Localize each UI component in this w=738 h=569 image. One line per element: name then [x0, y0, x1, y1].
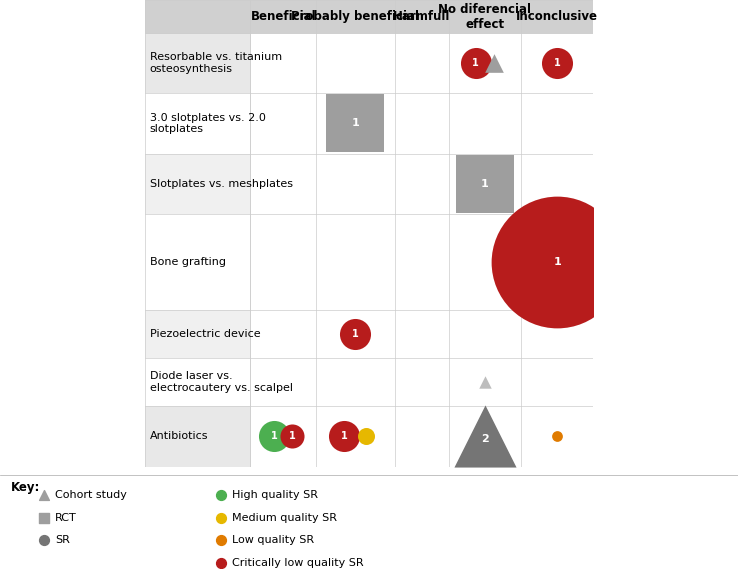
Bar [250, 93, 593, 154]
Point [479, 378, 491, 387]
Text: Probably beneficial: Probably beneficial [292, 10, 419, 23]
Point [551, 432, 563, 441]
Bar [145, 406, 250, 467]
Text: 1: 1 [472, 58, 479, 68]
Text: Inconclusive: Inconclusive [516, 10, 598, 23]
Text: 1: 1 [481, 179, 489, 188]
Bar [250, 154, 593, 214]
Text: 1: 1 [271, 431, 277, 442]
Text: Low quality SR: Low quality SR [232, 535, 314, 545]
Text: 1: 1 [351, 118, 359, 129]
Point [38, 536, 50, 545]
Bar [145, 33, 250, 93]
Point [38, 513, 50, 522]
Text: 1: 1 [554, 58, 561, 68]
Point [551, 59, 563, 68]
Text: Cohort study: Cohort study [55, 490, 127, 500]
Text: Key:: Key: [11, 481, 41, 493]
Bar [250, 406, 593, 467]
Point [350, 119, 362, 128]
Point [215, 558, 227, 567]
Bar [145, 358, 250, 406]
Text: 1: 1 [341, 431, 348, 442]
Text: Harmfull: Harmfull [393, 10, 450, 23]
Text: 3.0 slotplates vs. 2.0
slotplates: 3.0 slotplates vs. 2.0 slotplates [150, 113, 266, 134]
Text: Critically low quality SR: Critically low quality SR [232, 558, 364, 568]
Text: Beneficial: Beneficial [250, 10, 316, 23]
Text: No diferencial
effect: No diferencial effect [438, 2, 531, 31]
Point [215, 513, 227, 522]
Text: High quality SR: High quality SR [232, 490, 319, 500]
Text: Antibiotics: Antibiotics [150, 431, 208, 442]
Text: 1: 1 [289, 431, 296, 442]
Point [215, 490, 227, 500]
Bar [145, 93, 250, 154]
Text: Piezoelectric device: Piezoelectric device [150, 329, 261, 339]
Text: Bone grafting: Bone grafting [150, 257, 226, 267]
Bar [250, 358, 593, 406]
Bar [250, 310, 593, 358]
Point [350, 329, 362, 339]
Bar [145, 0, 593, 33]
Point [551, 257, 563, 266]
Point [469, 59, 481, 68]
Point [479, 432, 491, 441]
Bar [250, 214, 593, 310]
Text: 1: 1 [554, 257, 561, 267]
Point [479, 179, 491, 188]
Bar [145, 310, 250, 358]
Point [38, 490, 50, 500]
Text: 1: 1 [352, 329, 359, 339]
Text: Slotplates vs. meshplates: Slotplates vs. meshplates [150, 179, 292, 188]
Point [268, 432, 280, 441]
Text: Diode laser vs.
electrocautery vs. scalpel: Diode laser vs. electrocautery vs. scalp… [150, 372, 292, 393]
Text: 2: 2 [481, 434, 489, 444]
Text: Medium quality SR: Medium quality SR [232, 513, 337, 523]
Point [360, 432, 372, 441]
Text: SR: SR [55, 535, 70, 545]
Bar [145, 0, 250, 33]
Point [286, 432, 298, 441]
Point [489, 59, 500, 68]
Bar [145, 154, 250, 214]
Point [215, 536, 227, 545]
Bar [250, 33, 593, 93]
Text: Resorbable vs. titanium
osteosynthesis: Resorbable vs. titanium osteosynthesis [150, 52, 282, 74]
Text: RCT: RCT [55, 513, 77, 523]
Point [339, 432, 351, 441]
Bar [145, 214, 250, 310]
